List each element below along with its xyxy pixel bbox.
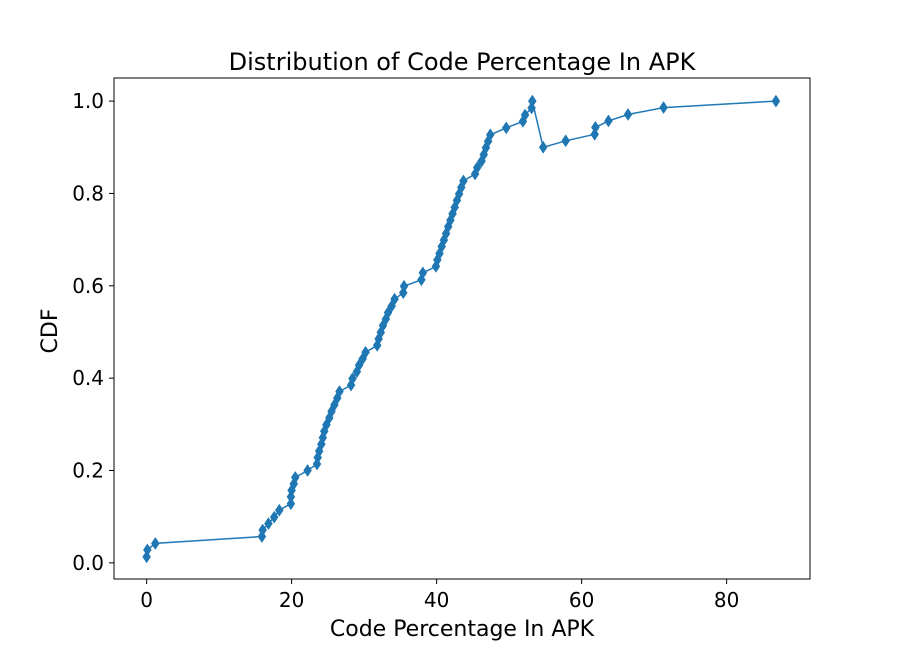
y-tick-label: 0.6: [72, 274, 104, 298]
data-point: [390, 292, 399, 306]
x-tick-label: 40: [424, 588, 449, 612]
data-point: [561, 134, 570, 148]
data-point: [472, 161, 482, 175]
data-point: [604, 114, 613, 128]
chart-title: Distribution of Code Percentage In APK: [229, 48, 697, 76]
data-point: [520, 108, 530, 122]
data-point: [335, 385, 344, 398]
x-tick-label: 60: [569, 588, 594, 612]
data-point: [151, 536, 160, 550]
data-point: [348, 372, 357, 386]
x-tick-label: 0: [140, 588, 153, 612]
data-point: [264, 517, 273, 531]
data-point: [398, 286, 408, 300]
data-point: [485, 128, 495, 142]
data-point: [143, 543, 152, 557]
y-tick-label: 1.0: [72, 89, 104, 113]
data-point: [269, 510, 279, 524]
series-line: [145, 100, 776, 557]
data-point: [417, 273, 426, 287]
data-point: [399, 279, 409, 293]
data-point: [459, 174, 468, 188]
data-point: [290, 470, 300, 484]
y-tick-label: 0.4: [72, 366, 104, 390]
data-point: [303, 464, 312, 477]
data-point: [501, 121, 511, 135]
data-point: [286, 490, 296, 504]
y-axis-title: CDF: [38, 309, 63, 354]
data-point: [286, 497, 296, 511]
data-point: [528, 94, 537, 108]
data-point: [659, 101, 668, 115]
x-axis-title: Code Percentage In APK: [330, 617, 595, 642]
y-tick-label: 0.8: [72, 181, 104, 205]
x-tick-label: 20: [279, 588, 304, 612]
x-tick-label: 80: [714, 588, 739, 612]
plot-area: 0 20 40 60 80 0.0 0.2 0.4 0.6 0.8 1.0: [72, 77, 811, 612]
plot-frame: [113, 77, 811, 580]
data-point: [274, 503, 284, 517]
data-point: [361, 345, 370, 359]
data-point: [418, 266, 428, 280]
data-point: [258, 523, 267, 537]
data-point: [771, 94, 781, 108]
data-point: [591, 120, 600, 134]
y-tick-label: 0.2: [72, 458, 104, 482]
y-tick-label: 0.0: [72, 551, 104, 575]
data-point: [623, 108, 633, 121]
data-point: [538, 140, 548, 154]
